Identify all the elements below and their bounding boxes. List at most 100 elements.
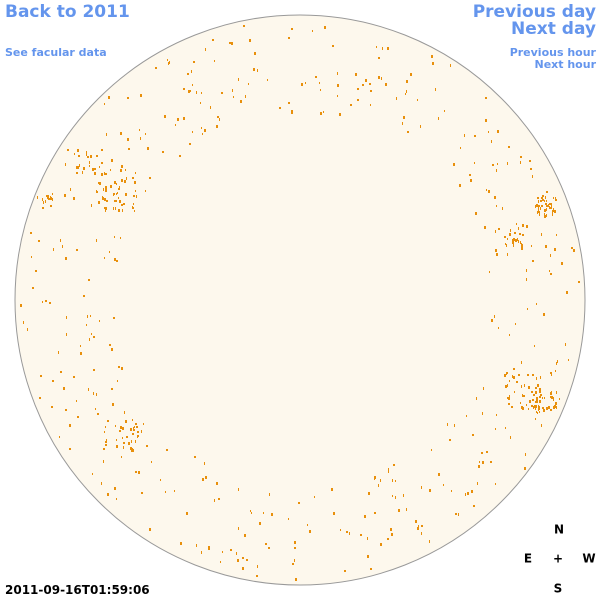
facula [488,190,490,193]
facula [263,512,264,514]
facula [189,143,191,145]
previous-day-link[interactable]: Previous day [473,2,596,22]
facular-link[interactable]: See facular data [5,46,107,59]
facula [521,361,522,364]
facula [531,405,533,407]
back-link[interactable]: Back to 2011 [5,2,130,22]
compass-center: + [553,552,563,566]
facula [542,407,544,409]
facula [136,426,138,428]
facula [337,95,338,97]
facula [162,151,164,153]
facula [139,129,140,131]
facula [406,508,407,511]
facula [553,406,555,409]
facula [101,162,103,164]
facula [438,117,439,120]
facula [42,207,44,209]
facula [83,167,85,170]
facula [202,133,203,135]
facula [60,239,61,242]
facula [305,82,306,84]
facula [187,73,189,75]
facula [110,169,111,171]
facula [551,373,552,376]
facula [460,147,461,149]
facula [529,160,531,162]
facula [134,181,136,184]
facula [339,113,341,116]
facula [496,169,497,172]
facula [516,223,517,225]
facula [116,183,117,185]
facula [88,388,89,391]
facula [504,236,506,238]
next-day-link[interactable]: Next day [511,19,596,39]
facula [518,227,519,230]
facula [104,103,105,105]
facula [294,559,295,562]
facula [340,529,341,531]
facula [406,80,408,83]
facula [387,47,389,50]
facula [96,239,97,242]
facula [164,115,166,118]
facula [548,406,550,409]
facula [532,260,534,262]
facula [97,191,98,193]
next-hour-link[interactable]: Next hour [535,58,597,71]
previous-hour-link[interactable]: Previous hour [510,46,597,59]
facula [374,476,376,479]
facula [431,55,433,58]
facula [535,418,536,420]
facula [98,201,100,204]
facula [565,343,566,346]
facula [497,130,499,133]
facula [123,446,124,449]
facula [120,169,122,172]
facula [364,515,366,518]
facula [549,206,550,209]
facula [217,116,219,118]
facula [550,273,552,275]
solar-disk [14,14,586,586]
compass-north: N [554,523,564,537]
facula [291,28,293,30]
facula [526,404,527,406]
facula [205,48,206,51]
facula [467,492,469,495]
facula [74,153,75,155]
facula [23,321,24,324]
facula [541,197,543,199]
facula [315,76,317,78]
facula [122,427,124,430]
facula [539,390,541,393]
facula [160,479,161,481]
facula [134,426,135,428]
facula [291,110,293,113]
facula [121,179,123,182]
facula [495,428,496,430]
facula [323,111,324,113]
facula [438,473,440,476]
facula [523,395,525,397]
facula [50,205,52,207]
facula [360,534,362,536]
facula [429,540,430,543]
facula [219,118,220,121]
facula [544,215,546,218]
facula [485,119,487,122]
facula [395,496,396,499]
facula [417,527,419,530]
facula [201,92,202,94]
facula [521,406,523,409]
facula [123,442,125,444]
facula [288,102,290,104]
facula [539,213,540,216]
facula [138,471,140,474]
facula [135,172,136,174]
facula [486,189,487,191]
facula [111,388,113,390]
facula [543,313,545,316]
facula [393,464,395,466]
